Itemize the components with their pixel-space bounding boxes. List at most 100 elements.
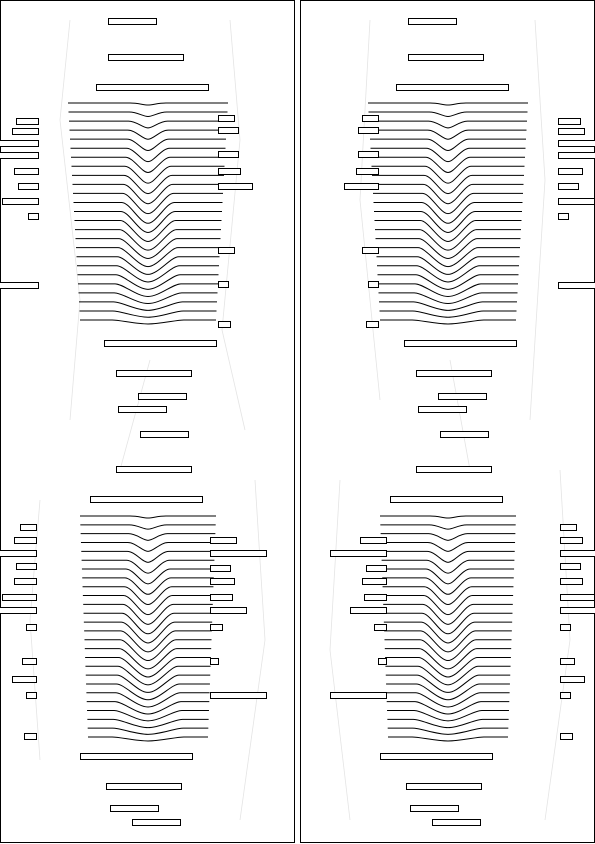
bar-box bbox=[358, 127, 379, 134]
bar-box bbox=[210, 607, 247, 614]
contour-line bbox=[85, 665, 211, 686]
contour-line bbox=[87, 709, 209, 722]
bar-box bbox=[558, 183, 579, 190]
bar-box bbox=[108, 18, 157, 25]
bar-box bbox=[560, 733, 573, 740]
guide-line bbox=[59, 19, 81, 421]
bar-box bbox=[0, 140, 39, 147]
contour-line bbox=[384, 648, 512, 670]
contour-line bbox=[86, 701, 210, 715]
contour-line bbox=[368, 111, 528, 117]
contour-line bbox=[385, 665, 511, 686]
contour-line bbox=[386, 683, 510, 701]
contour-line bbox=[383, 612, 513, 635]
bar-box bbox=[16, 118, 39, 125]
contour-line bbox=[379, 301, 517, 311]
contour-line bbox=[72, 183, 224, 205]
contour-line bbox=[380, 533, 516, 541]
guide-line bbox=[544, 469, 571, 821]
contour-line bbox=[74, 220, 222, 242]
contour-line bbox=[75, 229, 221, 251]
contour-line bbox=[83, 621, 213, 644]
contour-line bbox=[380, 542, 516, 552]
bar-box bbox=[362, 115, 379, 122]
bar-box bbox=[22, 658, 37, 665]
contour-line bbox=[368, 102, 528, 106]
bar-box bbox=[218, 321, 231, 328]
contour-line bbox=[369, 120, 527, 129]
bar-box bbox=[344, 183, 379, 190]
contour-line bbox=[76, 256, 220, 275]
contour-line bbox=[80, 319, 216, 325]
contour-line bbox=[77, 274, 219, 290]
bar-box bbox=[0, 282, 39, 289]
bar-box bbox=[560, 550, 595, 557]
guide-line bbox=[239, 479, 266, 821]
contour-line bbox=[370, 138, 526, 152]
contour-line bbox=[388, 736, 508, 742]
contour-line bbox=[377, 265, 519, 283]
bar-box bbox=[116, 466, 192, 473]
bar-box bbox=[210, 692, 267, 699]
contour-line bbox=[374, 220, 522, 242]
bar-box bbox=[560, 578, 583, 585]
bar-box bbox=[12, 676, 37, 683]
contour-line bbox=[86, 683, 210, 701]
contour-line bbox=[387, 727, 509, 735]
bar-box bbox=[366, 321, 379, 328]
bar-box bbox=[432, 819, 481, 826]
bar-box bbox=[360, 537, 387, 544]
bar-box bbox=[218, 247, 235, 254]
contour-line bbox=[373, 201, 523, 224]
contour-line bbox=[82, 595, 214, 616]
contour-line bbox=[378, 283, 518, 298]
contour-line bbox=[69, 129, 227, 140]
contour-line bbox=[86, 692, 210, 708]
bar-box bbox=[560, 524, 577, 531]
bar-box bbox=[558, 198, 595, 205]
contour-line bbox=[69, 120, 227, 129]
bar-box bbox=[80, 753, 193, 760]
contour-line bbox=[382, 577, 514, 595]
contour-line bbox=[381, 559, 515, 574]
bar-box bbox=[374, 624, 387, 631]
bar-box bbox=[350, 607, 387, 614]
contour-line bbox=[380, 524, 516, 530]
contour-line bbox=[373, 192, 523, 215]
bar-box bbox=[2, 198, 39, 205]
bar-box bbox=[560, 594, 595, 601]
contour-line bbox=[82, 577, 214, 595]
bar-box bbox=[0, 550, 37, 557]
bar-box bbox=[366, 565, 387, 572]
contour-line bbox=[379, 310, 517, 318]
bar-box bbox=[16, 563, 37, 570]
contour-line bbox=[87, 718, 209, 729]
bar-box bbox=[28, 213, 39, 220]
contour-line bbox=[71, 165, 225, 184]
bar-box bbox=[218, 183, 253, 190]
contour-line bbox=[378, 292, 518, 305]
bar-box bbox=[560, 563, 581, 570]
guide-line bbox=[359, 19, 381, 401]
panel-right-frame bbox=[300, 0, 595, 843]
contour-line bbox=[375, 229, 521, 251]
contour-line bbox=[372, 183, 524, 205]
bar-box bbox=[410, 805, 459, 812]
bar-box bbox=[408, 18, 457, 25]
bar-box bbox=[558, 118, 581, 125]
bar-box bbox=[90, 496, 203, 503]
contour-line bbox=[83, 603, 213, 625]
bar-box bbox=[116, 370, 192, 377]
contour-line bbox=[384, 639, 512, 662]
contour-line bbox=[76, 247, 220, 268]
bar-box bbox=[132, 819, 181, 826]
contour-line bbox=[80, 533, 216, 541]
contour-line bbox=[85, 674, 211, 693]
bar-box bbox=[560, 676, 585, 683]
bar-box bbox=[96, 84, 209, 91]
bar-box bbox=[362, 247, 379, 254]
bar-box bbox=[558, 282, 595, 289]
bar-box bbox=[14, 537, 37, 544]
guide-line bbox=[119, 359, 151, 471]
